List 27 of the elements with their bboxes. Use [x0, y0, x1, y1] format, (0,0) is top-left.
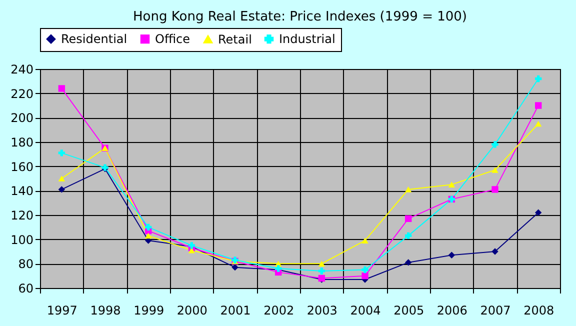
x-tick-label: 2007 — [480, 304, 511, 318]
chart-title: Hong Kong Real Estate: Price Indexes (1999 = 100) — [133, 10, 467, 24]
legend-label: Residential — [61, 32, 128, 46]
x-tick-label: 2002 — [264, 304, 294, 318]
x-tick-label: 2003 — [306, 304, 338, 318]
x-tick-label: 1997 — [46, 304, 78, 318]
y-tick-label: 200 — [10, 111, 34, 126]
legend-label: Retail — [218, 32, 252, 46]
y-tick-label: 160 — [10, 160, 34, 174]
y-tick-label: 120 — [10, 208, 34, 222]
x-tick-label: 2004 — [350, 304, 381, 318]
y-tick-label: 240 — [10, 62, 34, 76]
x-tick-label: 2000 — [176, 304, 208, 318]
y-tick-label: 180 — [10, 136, 34, 150]
x-tick-label: 2006 — [436, 304, 468, 318]
x-tick-label: 1998 — [90, 304, 121, 318]
y-tick-label: 100 — [10, 232, 34, 247]
x-tick-label: 2008 — [524, 304, 554, 318]
x-tick-label: 2001 — [220, 304, 251, 318]
legend-label: Industrial — [279, 32, 336, 46]
x-tick-label: 1999 — [134, 304, 164, 318]
legend-label: Office — [155, 32, 190, 46]
y-tick-label: 80 — [18, 257, 34, 272]
y-tick-label: 220 — [10, 86, 34, 101]
x-tick-label: 2005 — [394, 304, 424, 318]
y-tick-label: 60 — [18, 282, 34, 296]
y-tick-label: 140 — [10, 184, 34, 198]
